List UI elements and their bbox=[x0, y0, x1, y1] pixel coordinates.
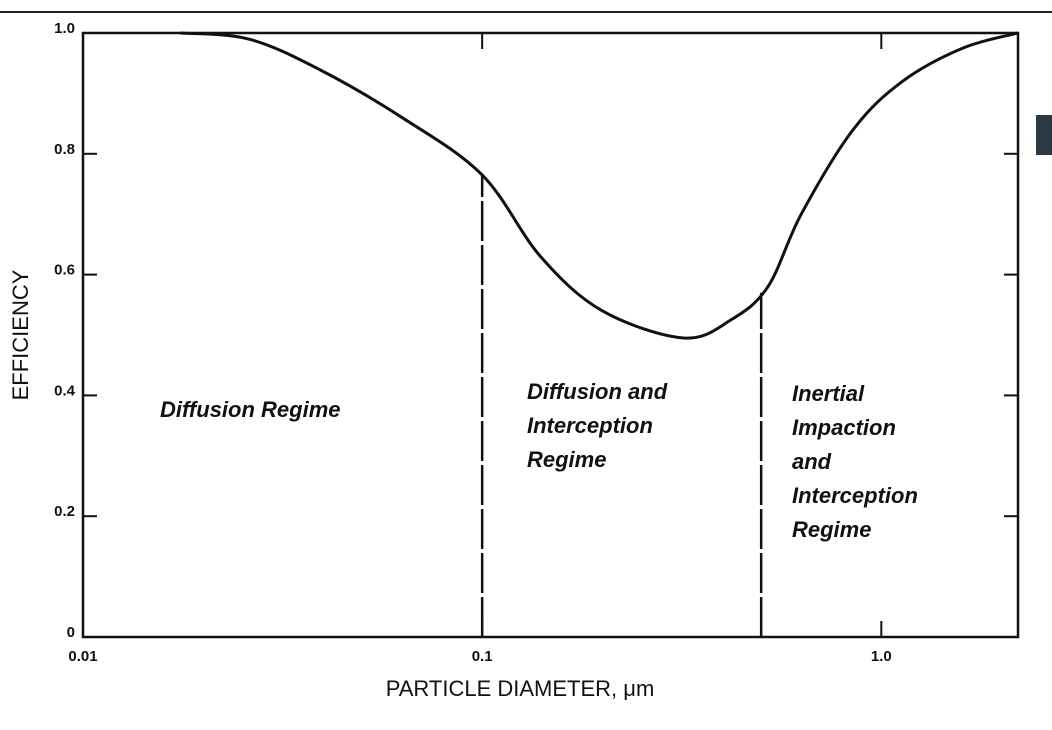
y-tick-label: 0.4 bbox=[54, 382, 76, 399]
regime-label: Interception bbox=[527, 413, 653, 438]
efficiency-curve bbox=[179, 31, 1019, 340]
regime-label: Impaction bbox=[792, 415, 896, 440]
regime-label: Interception bbox=[792, 483, 918, 508]
regime-label: Diffusion and bbox=[527, 379, 668, 404]
regime-label: Diffusion Regime bbox=[160, 397, 341, 422]
y-tick-label: 0.6 bbox=[54, 262, 75, 279]
y-tick-label: 1.0 bbox=[54, 20, 75, 37]
regime-label: Inertial bbox=[792, 381, 865, 406]
regime-label: Regime bbox=[527, 447, 606, 472]
x-tick-label: 0.1 bbox=[472, 648, 493, 665]
y-axis-label: EFFICIENCY bbox=[8, 269, 33, 400]
regime-label: and bbox=[792, 449, 832, 474]
x-tick-label: 1.0 bbox=[871, 648, 892, 665]
y-tick-label: 0.2 bbox=[54, 503, 75, 520]
plot-frame bbox=[81, 31, 1020, 639]
x-tick-label: 0.01 bbox=[68, 648, 97, 665]
x-axis-label: PARTICLE DIAMETER, μm bbox=[386, 676, 655, 701]
y-tick-label: 0.8 bbox=[54, 141, 75, 158]
y-tick-label: 0 bbox=[67, 624, 75, 641]
regime-label: Regime bbox=[792, 517, 871, 542]
edge-block bbox=[1036, 115, 1052, 155]
